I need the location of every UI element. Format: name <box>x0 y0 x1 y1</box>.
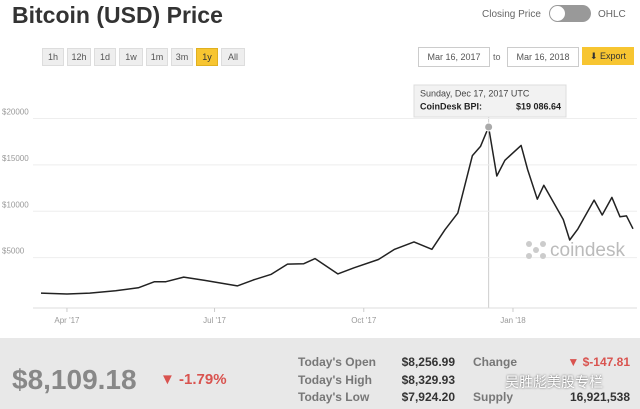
watermark: coindesk <box>550 240 625 261</box>
date-sep: to <box>493 52 501 62</box>
range-button[interactable]: 12h <box>67 48 91 66</box>
range-button[interactable]: 1m <box>146 48 168 66</box>
date-input[interactable]: Mar 16, 2018 <box>507 47 579 67</box>
stat-value: 16,921,538 <box>569 390 630 404</box>
tooltip-date: Sunday, Dec 17, 2017 UTC <box>420 88 530 98</box>
summary-bar <box>0 338 640 409</box>
x-tick-label: Apr '17 <box>54 316 80 325</box>
y-tick-label: $10000 <box>2 200 29 209</box>
toggle-label: OHLC <box>598 9 626 20</box>
stat-label: Today's High <box>298 373 372 387</box>
range-button[interactable]: 1w <box>119 48 143 66</box>
price: $8,109.18 <box>12 364 137 395</box>
toggle[interactable] <box>549 5 591 22</box>
tooltip-box <box>413 84 567 118</box>
stat-value: $8,256.99 <box>401 355 455 369</box>
x-tick-label: Jul '17 <box>203 316 226 325</box>
stat-value: ▼ $-147.81 <box>567 355 630 369</box>
watermark-logo <box>526 241 546 259</box>
x-tick-label: Oct '17 <box>351 316 377 325</box>
overlay-watermark: 吴胜彪美股专栏 <box>505 374 603 390</box>
title: Bitcoin (USD) Price <box>12 2 223 28</box>
toggle-label: Closing Price <box>482 9 541 20</box>
stat-label: Today's Low <box>298 390 370 404</box>
export-button[interactable]: ⬇ Export <box>582 47 634 65</box>
x-tick-label: Jan '18 <box>500 316 526 325</box>
stat-label: Supply <box>473 390 514 404</box>
stat-label: Change <box>473 355 518 369</box>
range-button[interactable]: 1h <box>42 48 64 66</box>
y-tick-label: $15000 <box>2 154 29 163</box>
range-button[interactable]: All <box>221 48 245 66</box>
price-line <box>40 126 634 295</box>
y-tick-label: $20000 <box>2 108 29 117</box>
export-icon: ⬇ <box>589 51 601 61</box>
date-input[interactable]: Mar 16, 2017 <box>418 47 490 67</box>
range-button[interactable]: 3m <box>171 48 193 66</box>
change-pct: ▼ -1.79% <box>160 371 227 388</box>
export-label: Export <box>600 51 627 61</box>
tooltip-value: $19 086.64 <box>516 101 561 111</box>
tooltip-label: CoinDesk BPI: <box>420 101 482 111</box>
stat-value: $7,924.20 <box>401 390 455 404</box>
y-tick-label: $5000 <box>2 247 25 256</box>
range-button[interactable]: 1d <box>94 48 116 66</box>
hover-marker <box>484 122 494 132</box>
range-button[interactable]: 1y <box>196 48 218 66</box>
stat-label: Today's Open <box>298 355 376 369</box>
stat-value: $8,329.93 <box>401 373 455 387</box>
chart: Sunday, Dec 17, 2017 UTC CoinDesk BPI: $… <box>2 84 637 325</box>
